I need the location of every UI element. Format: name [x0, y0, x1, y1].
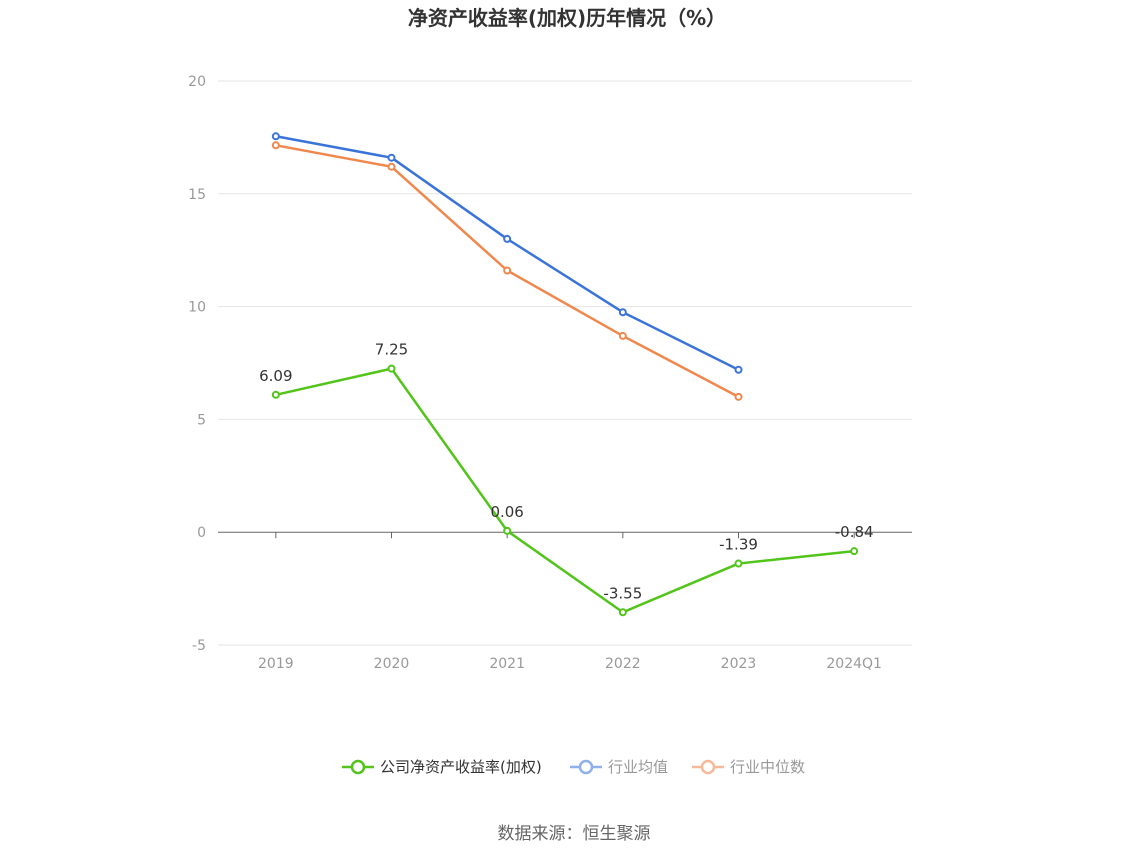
data-point[interactable]	[618, 308, 627, 317]
data-point[interactable]	[850, 547, 859, 556]
axes: -5 0 5 10 15 20 2019 2020 2021 2022 2023 2024Q1	[188, 74, 912, 672]
data-point[interactable]	[618, 608, 627, 617]
data-source: 数据来源：恒生聚源	[498, 824, 651, 844]
data-point[interactable]	[734, 365, 743, 374]
data-point[interactable]	[503, 266, 512, 275]
data-point[interactable]	[271, 390, 280, 399]
legend-label: 公司净资产收益率(加权)	[380, 758, 542, 776]
data-point[interactable]	[618, 331, 627, 340]
data-label: 7.25	[375, 341, 408, 359]
legend-marker	[700, 759, 716, 775]
y-tick-label: 15	[188, 187, 206, 203]
x-tick-label: 2021	[489, 656, 525, 672]
data-label: 6.09	[259, 367, 292, 385]
legend-label: 行业均值	[608, 758, 668, 776]
legend-item[interactable]: 行业中位数	[692, 758, 805, 776]
data-point[interactable]	[271, 141, 280, 150]
legend-item[interactable]: 行业均值	[570, 758, 668, 776]
legend-label: 行业中位数	[730, 758, 805, 776]
series-line	[275, 367, 855, 614]
data-point[interactable]	[387, 364, 396, 373]
data-label: -3.55	[603, 584, 642, 602]
y-tick-label: 5	[197, 412, 206, 428]
data-label: -1.39	[719, 536, 758, 554]
data-point[interactable]	[734, 559, 743, 568]
data-point[interactable]	[734, 392, 743, 401]
series-lines	[271, 132, 859, 617]
chart-title: 净资产收益率(加权)历年情况（%）	[408, 6, 726, 30]
data-point[interactable]	[387, 162, 396, 171]
data-point[interactable]	[387, 153, 396, 162]
x-tick-label: 2022	[605, 656, 641, 672]
grid-lines	[218, 80, 912, 646]
data-point[interactable]	[503, 526, 512, 535]
x-tick-label: 2024Q1	[826, 656, 882, 672]
legend-marker	[350, 759, 366, 775]
y-tick-label: -5	[192, 638, 206, 654]
legend-marker	[578, 759, 594, 775]
series-line	[275, 135, 740, 371]
legend[interactable]: 公司净资产收益率(加权) 行业均值 行业中位数	[342, 758, 805, 776]
data-label: -0.84	[835, 523, 874, 541]
data-point[interactable]	[503, 234, 512, 243]
x-tick-label: 2023	[721, 656, 757, 672]
data-labels: 6.09 7.25 0.06 -3.55 -1.39 -0.84	[259, 341, 873, 603]
data-point[interactable]	[271, 132, 280, 141]
x-tick-label: 2019	[258, 656, 294, 672]
data-label: 0.06	[490, 503, 523, 521]
y-tick-label: 20	[188, 74, 206, 90]
y-tick-label: 10	[188, 300, 206, 316]
y-tick-label: 0	[197, 525, 206, 541]
legend-item[interactable]: 公司净资产收益率(加权)	[342, 758, 542, 776]
x-tick-label: 2020	[374, 656, 410, 672]
